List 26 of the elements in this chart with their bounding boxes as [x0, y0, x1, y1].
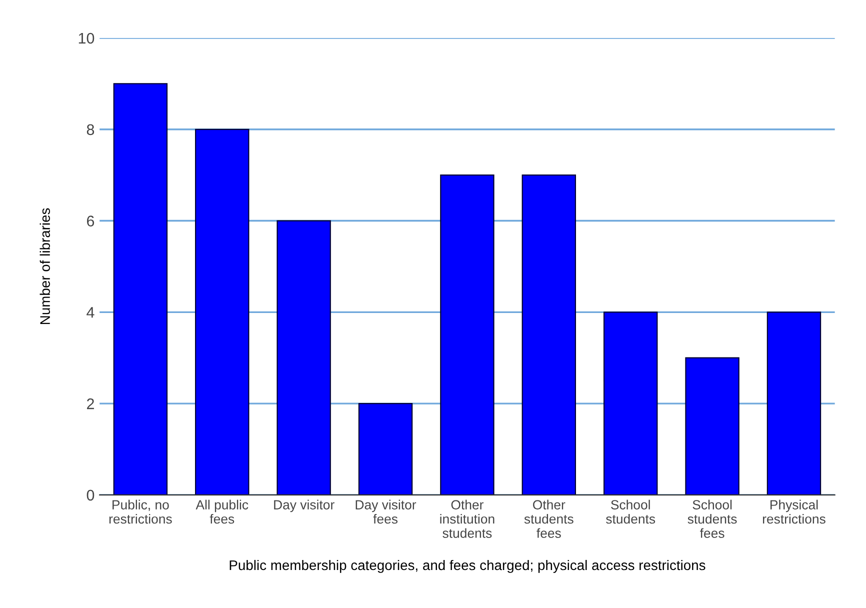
- y-tick-label: 0: [86, 490, 94, 501]
- bar: [195, 128, 250, 495]
- y-tick-label: 2: [87, 398, 94, 410]
- x-tick-label: Day visitor: [274, 500, 334, 512]
- bar: [603, 312, 658, 495]
- x-tick-label: Other institution students: [440, 500, 494, 538]
- x-tick-label: School students fees: [688, 500, 737, 538]
- y-tick-label: 6: [87, 216, 94, 226]
- x-tick-label: Physical restrictions: [762, 500, 826, 524]
- bar: [685, 357, 740, 495]
- x-tick-label: Day visitor fees: [356, 500, 416, 524]
- y-tick-label: 10: [78, 32, 94, 44]
- bar: [358, 402, 413, 495]
- bar: [276, 220, 331, 495]
- bar: [766, 312, 822, 495]
- y-tick-label: 8: [86, 124, 94, 136]
- y-tick-label: 4: [86, 307, 94, 318]
- x-tick-label: Other students fees: [524, 500, 574, 538]
- bar: [522, 174, 576, 495]
- bar: [113, 83, 168, 495]
- x-tick-label: School students: [606, 500, 656, 524]
- x-tick-label: Public, no restrictions: [109, 500, 172, 524]
- y-axis-title: Number of libraries: [40, 208, 50, 324]
- bar: [440, 174, 494, 495]
- x-tick-label: All public fees: [196, 500, 248, 524]
- x-axis-title: Public membership categories, and fees charged; physical access restrictions: [230, 560, 706, 573]
